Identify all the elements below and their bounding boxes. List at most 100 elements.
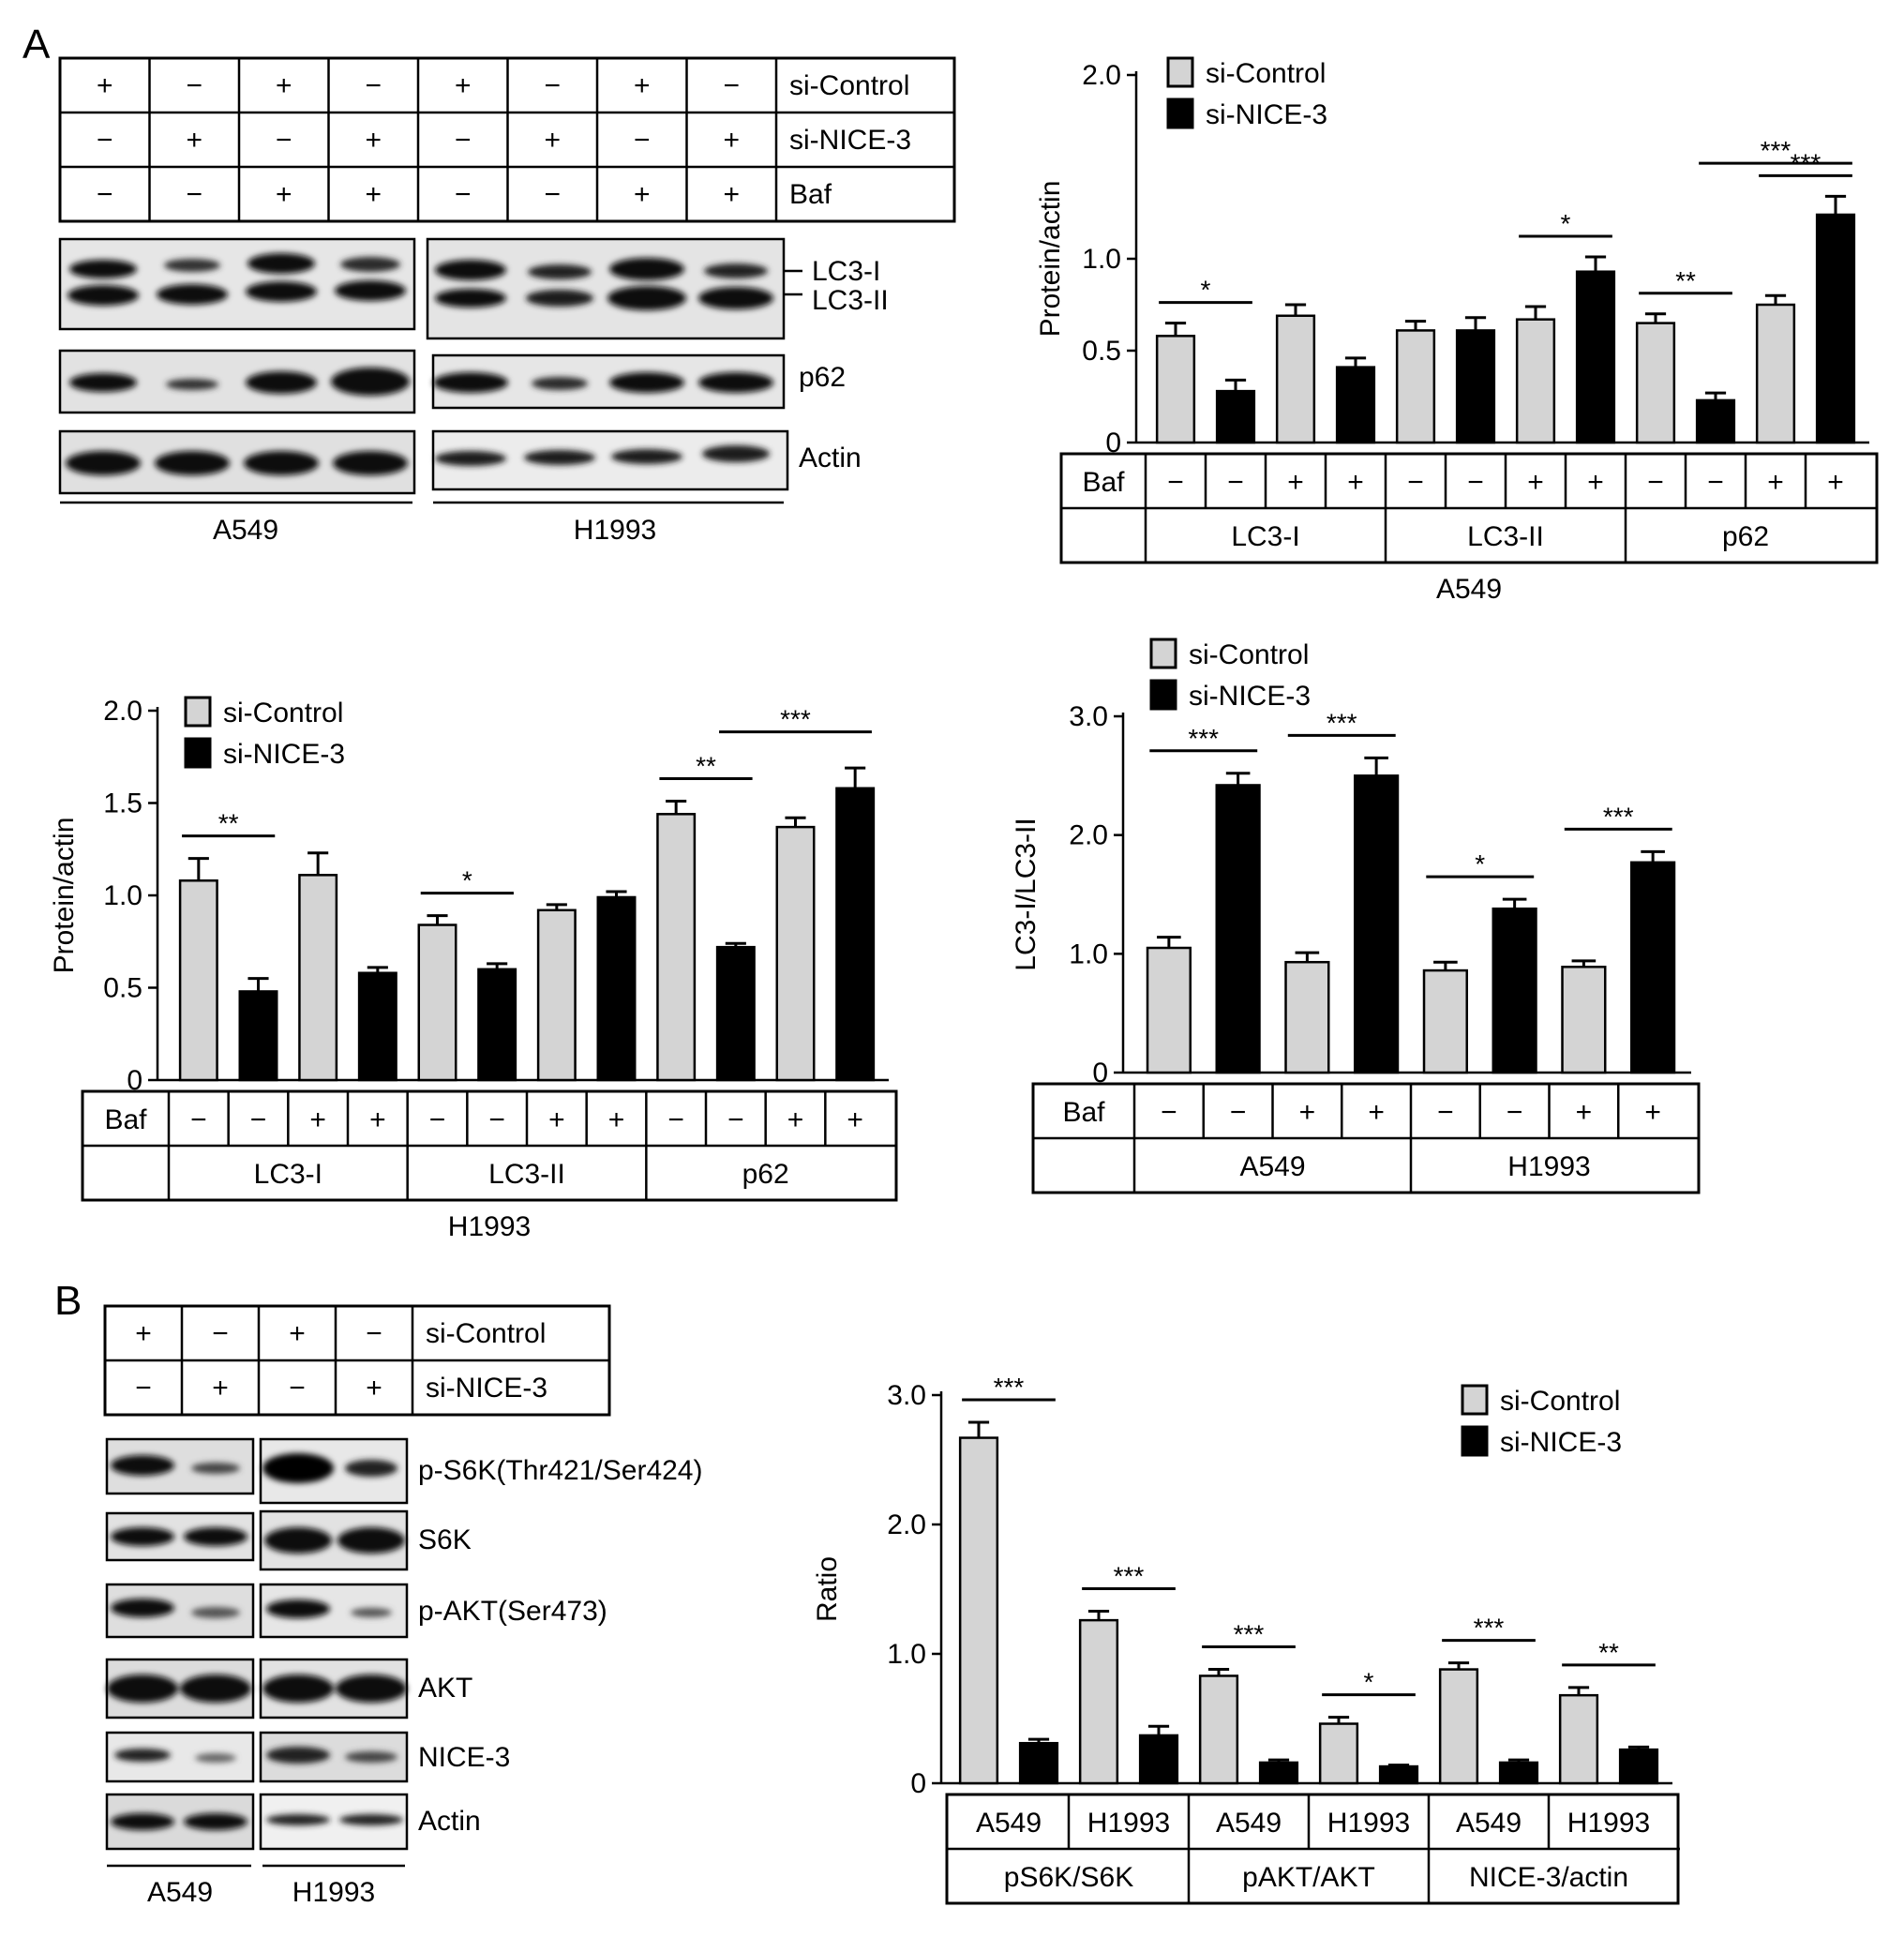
bar: [1498, 1761, 1539, 1785]
treatment-sign: +: [276, 179, 292, 210]
baf-sign: +: [369, 1104, 386, 1135]
group-label: p62: [1722, 521, 1769, 552]
legend-swatch-treated: [1149, 679, 1177, 711]
legend-swatch-control: [1149, 638, 1177, 669]
baf-sign: +: [608, 1104, 625, 1135]
treatment-sign: −: [97, 179, 113, 210]
band: [164, 259, 220, 272]
bar: [1138, 1734, 1179, 1785]
band-label-p-s6k: p-S6K(Thr421/Ser424): [418, 1455, 703, 1486]
baf-row-label: Baf: [104, 1104, 147, 1135]
treatment-sign: −: [135, 1373, 152, 1404]
bar: [178, 878, 218, 1082]
band-label-lc3-i: LC3-I: [812, 256, 880, 287]
baf-sign: −: [488, 1104, 505, 1135]
treatment-sign: +: [97, 70, 113, 101]
treatment-label: si-Control: [426, 1318, 546, 1349]
baf-sign: −: [1230, 1097, 1247, 1128]
band-label-lc3-ii: LC3-II: [812, 285, 889, 316]
band: [335, 280, 406, 301]
band: [180, 1674, 251, 1703]
significance-stars: ***: [1234, 1620, 1265, 1649]
significance-stars: **: [696, 752, 716, 781]
y-tick-label: 1.0: [1069, 938, 1108, 969]
baf-sign: +: [1827, 467, 1844, 498]
band: [266, 1599, 330, 1618]
band: [184, 1813, 247, 1830]
legend-label-treated: si-NICE-3: [1206, 99, 1327, 130]
bar: [1492, 907, 1537, 1074]
cell-line-label: H1993: [1087, 1808, 1170, 1839]
band: [607, 286, 686, 310]
baf-sign: −: [1707, 467, 1724, 498]
bar: [1561, 966, 1607, 1074]
baf-sign: −: [1437, 1097, 1454, 1128]
bar: [1455, 329, 1496, 444]
treatment-sign: −: [276, 125, 292, 156]
bar: [1078, 1618, 1119, 1785]
significance-stars: **: [1675, 266, 1696, 295]
band: [69, 260, 137, 278]
bar: [536, 908, 577, 1082]
y-tick-label: 0: [127, 1065, 142, 1096]
band: [262, 1674, 334, 1703]
band: [331, 368, 410, 396]
baf-sign: +: [1347, 467, 1364, 498]
bar: [1395, 329, 1436, 444]
band-label-nice-3: NICE-3: [418, 1742, 510, 1773]
treatment-sign: −: [289, 1373, 306, 1404]
bar: [1275, 314, 1316, 444]
treatment-sign: −: [455, 179, 472, 210]
band: [111, 1813, 174, 1830]
band: [246, 371, 317, 394]
treatment-sign: +: [212, 1373, 229, 1404]
bar: [1815, 213, 1856, 444]
cell-line-label: A549: [1216, 1808, 1282, 1839]
legend-label-treated: si-NICE-3: [223, 739, 345, 770]
group-label: LC3-I: [254, 1159, 322, 1190]
baf-sign: +: [1767, 467, 1784, 498]
baf-sign: +: [1587, 467, 1604, 498]
band-label-s6k: S6K: [418, 1524, 472, 1555]
significance-stars: ***: [1114, 1561, 1145, 1590]
significance-stars: *: [1201, 276, 1211, 305]
band: [266, 1814, 330, 1825]
y-axis-label: Protein/actin: [1035, 181, 1066, 338]
band: [698, 287, 773, 309]
y-axis-label: Protein/actin: [49, 818, 80, 974]
band: [336, 1674, 407, 1703]
band-label-p-akt: p-AKT(Ser473): [418, 1596, 607, 1627]
treatment-sign: +: [634, 179, 651, 210]
bar: [1755, 303, 1796, 444]
treatment-sign: −: [365, 70, 382, 101]
bar: [1258, 1761, 1299, 1785]
cell-label-h1993: H1993: [574, 515, 656, 546]
treatment-sign: +: [276, 70, 292, 101]
group-label: H1993: [1507, 1151, 1590, 1182]
x-axis-label: H1993: [448, 1211, 531, 1242]
bar: [1575, 270, 1616, 444]
treatment-sign: +: [186, 125, 202, 156]
band: [247, 253, 315, 274]
legend-label-control: si-Control: [1206, 58, 1326, 89]
bar: [1635, 322, 1676, 444]
band: [609, 258, 684, 280]
treatment-sign: −: [723, 70, 740, 101]
band: [351, 1608, 392, 1617]
chart-ratio-b: 01.02.03.0Ratio***************si-Control…: [812, 1373, 1680, 1905]
baf-sign: +: [1576, 1097, 1593, 1128]
band: [111, 1599, 174, 1617]
treatment-sign: +: [634, 70, 651, 101]
chart-lc3-ratio: 01.02.03.0LC3-I/LC3-II**********si-Contr…: [1011, 638, 1701, 1194]
y-tick-label: 3.0: [887, 1380, 926, 1411]
cell-label-h1993-b: H1993: [292, 1877, 375, 1908]
band: [191, 1607, 240, 1618]
group-label: LC3-II: [1467, 521, 1544, 552]
baf-sign: −: [1161, 1097, 1177, 1128]
baf-sign: −: [1507, 1097, 1523, 1128]
band: [244, 451, 319, 475]
legend-swatch-treated: [1461, 1425, 1489, 1457]
bar: [1695, 398, 1736, 444]
x-axis-label: A549: [1436, 574, 1502, 605]
